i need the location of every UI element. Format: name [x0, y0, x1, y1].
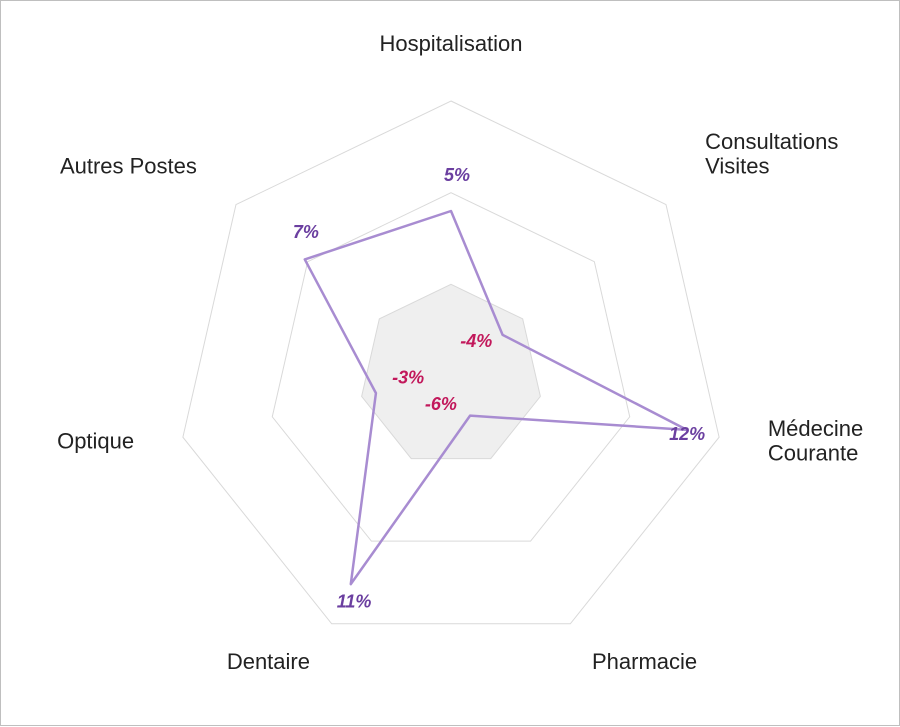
axis-label-autres_postes: Autres Postes	[60, 153, 197, 178]
data-label-optique: -3%	[392, 367, 424, 387]
data-label-autres_postes: 7%	[293, 222, 319, 242]
data-label-dentaire: 11%	[337, 592, 372, 612]
axis-label-consultations_visites: ConsultationsVisites	[705, 129, 838, 178]
axis-label-optique: Optique	[57, 428, 134, 453]
data-label-medecine_courante: 12%	[669, 424, 705, 444]
data-label-consultations_visites: -4%	[460, 331, 492, 351]
data-label-pharmacie: -6%	[425, 394, 457, 414]
axis-label-dentaire: Dentaire	[227, 649, 310, 674]
radar-chart: Hospitalisation ConsultationsVisites Médec…	[1, 1, 900, 727]
radar-grid-ring	[362, 284, 541, 458]
chart-frame: Hospitalisation ConsultationsVisites Médec…	[0, 0, 900, 726]
axis-label-medecine_courante: MédecineCourante	[768, 416, 863, 465]
axis-label-hospitalisation: Hospitalisation	[379, 31, 522, 56]
data-label-hospitalisation: 5%	[444, 165, 470, 185]
axis-label-pharmacie: Pharmacie	[592, 649, 697, 674]
